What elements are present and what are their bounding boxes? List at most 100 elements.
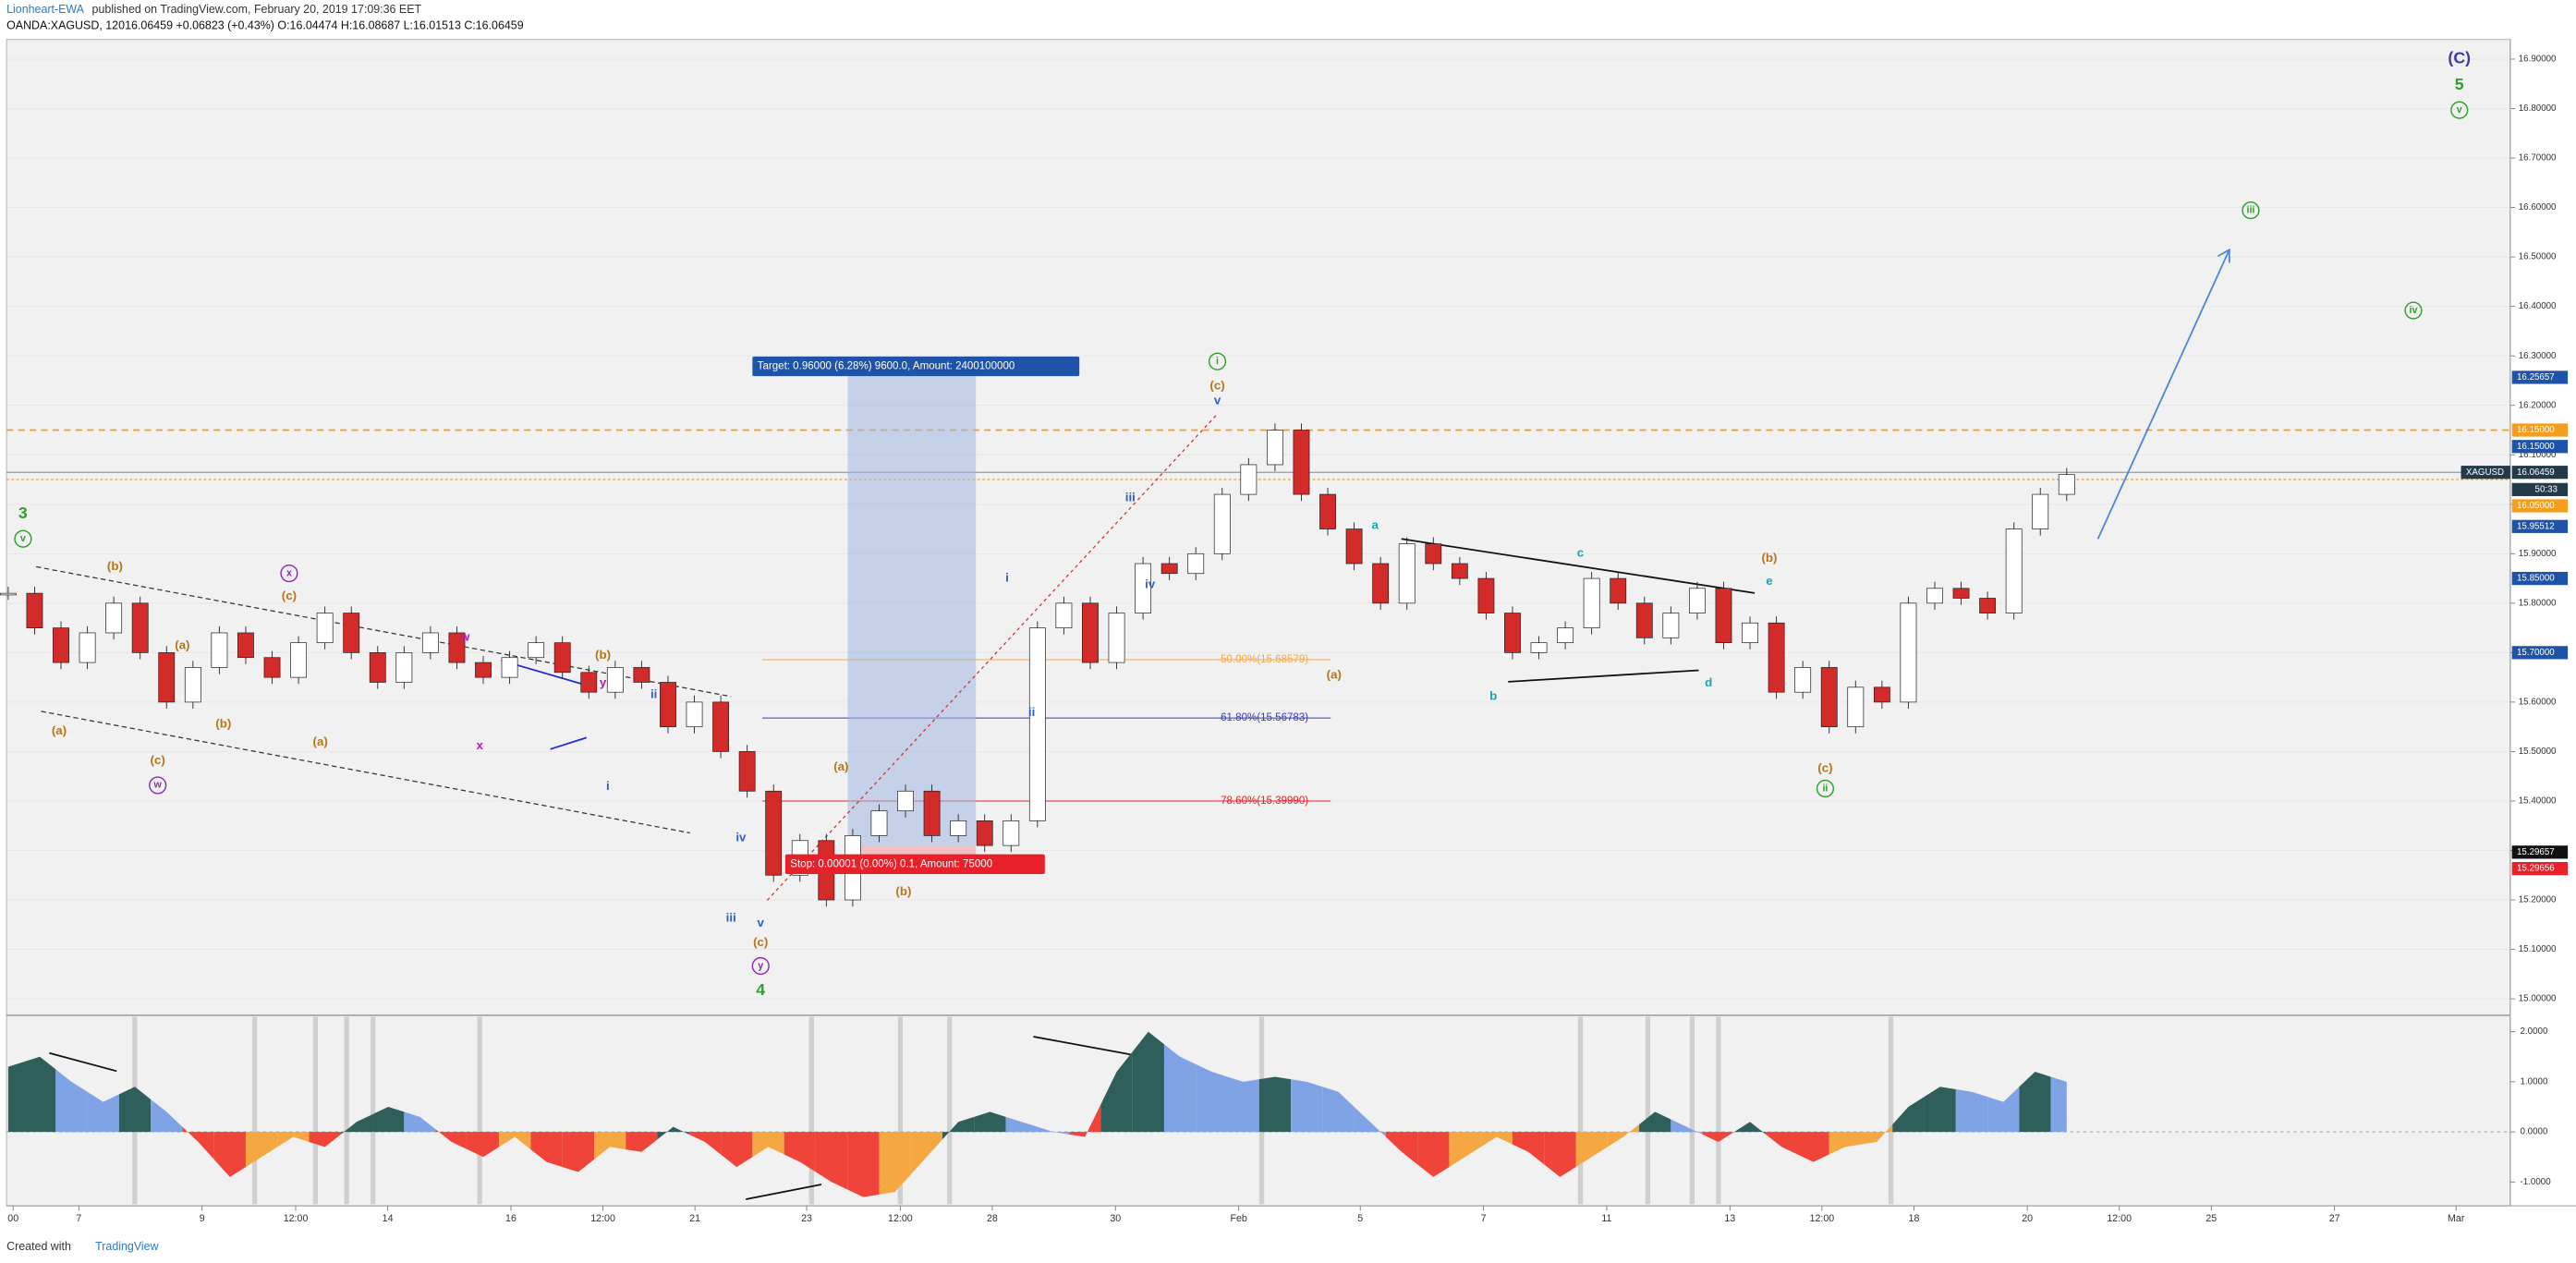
- wave-circle: [2404, 301, 2423, 320]
- candle: [1240, 464, 1258, 495]
- price-tag: [2511, 519, 2569, 533]
- wave-label: ii: [1822, 783, 1828, 794]
- wave-circle: [2450, 101, 2469, 119]
- candle: [528, 642, 545, 659]
- oscillator-area: [530, 1132, 563, 1168]
- arrow-head: [2217, 248, 2230, 263]
- price-tag-label: 15.85000: [2517, 574, 2555, 584]
- wave-label: d: [1705, 675, 1712, 689]
- oscillator-area: [87, 1091, 119, 1133]
- oscillator-area: [499, 1132, 531, 1150]
- candle: [2032, 493, 2049, 529]
- oscillator-area: [309, 1132, 341, 1148]
- oscillator-area: [626, 1132, 658, 1152]
- oscillator-label: 2.0000: [2521, 1026, 2548, 1037]
- candle: [686, 701, 703, 728]
- stop-label-bg: [784, 854, 1045, 874]
- time-label: Feb: [1230, 1213, 1246, 1224]
- divergence-line: [49, 1051, 117, 1073]
- price-tag-label: 15.95512: [2517, 521, 2555, 531]
- oscillator-area: [340, 1114, 373, 1135]
- candle: [105, 602, 123, 634]
- candle: [870, 810, 888, 836]
- price-tag: [2511, 423, 2569, 437]
- oscillator-area: [55, 1069, 88, 1133]
- trend-line: [766, 413, 1219, 901]
- candle: [1847, 686, 1865, 728]
- candle: [1293, 430, 1310, 495]
- price-tag-label: 15.29657: [2517, 847, 2555, 857]
- candle: [1266, 430, 1283, 466]
- oscillator-area: [245, 1132, 278, 1168]
- oscillator-area: [213, 1132, 246, 1177]
- published-info: published on TradingView.com, February 2…: [92, 3, 422, 16]
- oscillator-area: [1892, 1097, 1925, 1133]
- wave-circle: [1816, 779, 1835, 798]
- candle: [2058, 474, 2075, 495]
- wave-label: e: [1766, 574, 1772, 588]
- oscillator-area: [1037, 1126, 1070, 1135]
- candle: [1635, 602, 1653, 638]
- wave-label: ii: [1028, 705, 1035, 719]
- price-tag: [2511, 370, 2569, 384]
- price-tag-label: 16.06459: [2517, 468, 2555, 478]
- wave-label: 4: [756, 980, 765, 999]
- candle: [1372, 563, 1390, 604]
- oscillator-area: [118, 1087, 152, 1133]
- price-label: 16.40000: [2519, 301, 2557, 311]
- channel-line: [36, 565, 732, 698]
- candle: [131, 602, 149, 653]
- candle: [1530, 642, 1548, 653]
- candle: [1768, 622, 1785, 693]
- candle: [0, 592, 17, 596]
- wave-circle: [280, 564, 298, 583]
- candle: [738, 751, 756, 792]
- oscillator-area: [1005, 1116, 1038, 1133]
- wave-label: b: [1489, 688, 1497, 702]
- oscillator-area: [1480, 1132, 1513, 1148]
- footer-text: Created with: [6, 1240, 71, 1253]
- wave-circle: [1208, 352, 1227, 370]
- wave-label: iv: [1145, 577, 1156, 591]
- oscillator-area: [467, 1132, 500, 1158]
- price-label: 16.30000: [2519, 351, 2557, 361]
- oscillator-area: [1322, 1087, 1355, 1133]
- oscillator-area: [277, 1132, 310, 1148]
- time-label: 12:00: [1810, 1213, 1835, 1224]
- time-label: 11: [1601, 1213, 1611, 1224]
- publisher[interactable]: Lionheart-EWA: [6, 3, 85, 16]
- symbol: OANDA:XAGUSD, 120: [6, 19, 125, 32]
- price-tag: [2511, 499, 2569, 513]
- wave-circle: [2242, 200, 2260, 220]
- projection-arrow: [2096, 249, 2230, 540]
- symbol-tag: [2461, 466, 2510, 480]
- oscillator-area: [1797, 1132, 1829, 1162]
- candle: [1504, 613, 1521, 653]
- stop-label: Stop: 0.00001 (0.00%) 0.1, Amount: 75000: [790, 858, 992, 869]
- price-label: 16.50000: [2519, 252, 2557, 262]
- trend-line: [550, 736, 588, 750]
- wave-label: (c): [1209, 378, 1224, 392]
- wave-label: v: [2457, 104, 2462, 115]
- candle: [553, 642, 571, 674]
- oscillator-area: [721, 1132, 753, 1168]
- candle: [1082, 602, 1099, 663]
- price-tag-label: 16.15000: [2517, 425, 2555, 435]
- oscillator-area: [435, 1129, 468, 1150]
- time-label: 7: [76, 1213, 81, 1224]
- wave-label: x: [476, 738, 483, 752]
- price-label: 16.10000: [2519, 450, 2557, 460]
- oscillator-area: [1100, 1051, 1133, 1133]
- oscillator-label: -1.0000: [2521, 1177, 2552, 1187]
- wave-label: w: [459, 629, 470, 643]
- wave-label: i: [1005, 570, 1009, 584]
- oscillator-area: [1069, 1104, 1101, 1137]
- candle: [369, 652, 386, 683]
- footer-brand[interactable]: TradingView: [95, 1240, 159, 1253]
- target-label: Target: 0.96000 (6.28%) 9600.0, Amount: …: [758, 361, 1015, 372]
- oscillator-area: [1258, 1076, 1292, 1133]
- candle: [237, 632, 254, 659]
- triangle-line: [1401, 538, 1756, 594]
- wave-label: iv: [735, 830, 747, 844]
- candle: [53, 627, 69, 663]
